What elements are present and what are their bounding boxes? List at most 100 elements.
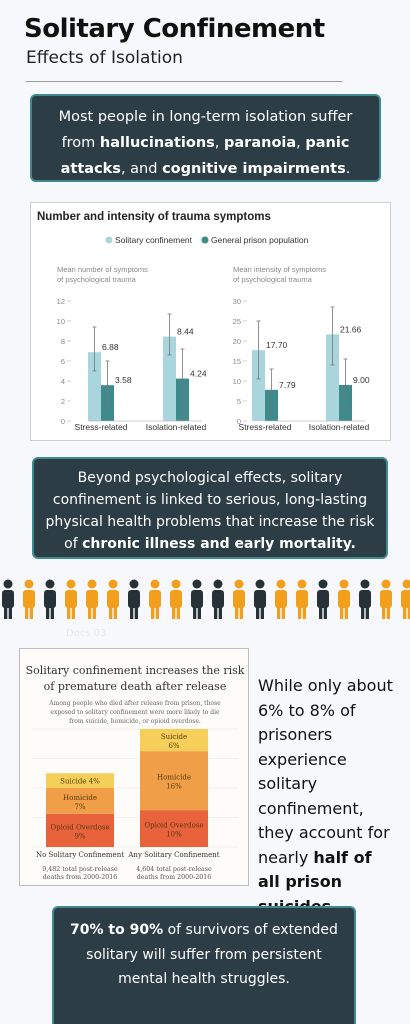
bar-solitary xyxy=(88,352,101,421)
y-tick-label: 15 xyxy=(233,357,241,366)
person-body xyxy=(128,590,140,608)
stack-segment-homicide xyxy=(140,751,208,811)
person-head xyxy=(213,579,223,589)
person-head xyxy=(129,579,139,589)
callout-bold-text: hallucinations xyxy=(99,135,215,151)
person-leg xyxy=(88,604,92,619)
person-leg xyxy=(298,604,302,619)
callout-bold-text: paranoia xyxy=(224,135,297,151)
callout-text: , xyxy=(296,135,306,151)
trauma-chart-svg: Number and intensity of trauma symptoms S… xyxy=(37,211,370,432)
person-leg xyxy=(302,604,306,619)
person-leg xyxy=(319,604,323,619)
person-leg xyxy=(260,604,264,619)
page-subtitle: Effects of Isolation xyxy=(26,48,183,68)
segment-label: Homicide xyxy=(63,794,97,802)
person-leg xyxy=(151,604,155,619)
person-leg xyxy=(214,604,218,619)
person-leg xyxy=(386,604,390,619)
person-body xyxy=(23,590,35,608)
person-head xyxy=(276,579,286,589)
category-note: deaths from 2000-2016 xyxy=(43,874,118,881)
person-body xyxy=(254,590,266,608)
category-label: Any Solitary Confinement xyxy=(127,851,219,859)
callout-text: Beyond psychological effects, solitary c… xyxy=(45,470,375,552)
person-body xyxy=(233,590,245,608)
category-note: deaths from 2000-2016 xyxy=(137,874,212,881)
person-head xyxy=(45,579,55,589)
stack-segment-opioid-overdose xyxy=(140,810,208,847)
person-leg xyxy=(344,604,348,619)
faint-watermark-label: Docs 03 xyxy=(66,628,107,639)
person-leg xyxy=(29,604,33,619)
person-head xyxy=(192,579,202,589)
y-tick-label: 4 xyxy=(61,377,65,386)
segment-label: Homicide xyxy=(157,774,191,782)
person-orange-icon xyxy=(107,579,119,619)
callout-text: . xyxy=(345,161,351,177)
person-leg xyxy=(407,604,410,619)
person-leg xyxy=(340,604,344,619)
category-label: Isolation-related xyxy=(146,422,207,432)
person-leg xyxy=(71,604,75,619)
panel-ylabel: Mean intensity of symptoms xyxy=(233,265,326,274)
person-leg xyxy=(365,604,369,619)
person-orange-icon xyxy=(23,579,35,619)
person-body xyxy=(170,590,182,608)
legend-swatch-solitary xyxy=(105,236,113,244)
person-leg xyxy=(382,604,386,619)
person-leg xyxy=(239,604,243,619)
segment-label: Opioid Overdose xyxy=(144,822,203,830)
person-leg xyxy=(109,604,113,619)
stack-segment-opioid-overdose xyxy=(46,813,114,847)
bar-solitary xyxy=(252,350,265,421)
bar-value-label: 7.79 xyxy=(279,380,296,390)
y-tick-label: 2 xyxy=(61,397,65,406)
panel-ylabel: Mean number of symptoms xyxy=(57,265,148,274)
person-orange-icon xyxy=(401,579,410,619)
chart-subtitle: Among people who died after release from… xyxy=(48,700,221,707)
people-figures-row xyxy=(2,579,410,619)
person-orange-icon xyxy=(86,579,98,619)
person-body xyxy=(2,590,14,608)
person-body xyxy=(107,590,119,608)
y-tick-label: 8 xyxy=(61,337,65,346)
person-head xyxy=(87,579,97,589)
person-dark-icon xyxy=(2,579,14,619)
y-tick-label: 20 xyxy=(233,337,241,346)
segment-value: 10% xyxy=(166,831,182,839)
chart-title: Solitary confinement increases the risk xyxy=(26,664,245,677)
person-leg xyxy=(25,604,29,619)
person-head xyxy=(171,579,181,589)
stack-segment-suicide xyxy=(46,773,114,788)
person-body xyxy=(359,590,371,608)
person-leg xyxy=(176,604,180,619)
person-leg xyxy=(4,604,8,619)
person-orange-icon xyxy=(275,579,287,619)
bar-value-label: 6.88 xyxy=(102,342,119,352)
person-body xyxy=(275,590,287,608)
person-dark-icon xyxy=(128,579,140,619)
suicide-statistic-text: While only about 6% to 8% of prisoners e… xyxy=(258,674,398,919)
person-body xyxy=(296,590,308,608)
person-head xyxy=(255,579,265,589)
category-label: Stress-related xyxy=(239,422,292,432)
callout-survivors: 70% to 90% of survivors of extended soli… xyxy=(52,906,356,1024)
person-head xyxy=(234,579,244,589)
y-tick-label: 12 xyxy=(57,297,65,306)
callout-physical-health: Beyond psychological effects, solitary c… xyxy=(32,457,388,559)
person-leg xyxy=(155,604,159,619)
category-label: Isolation-related xyxy=(309,422,370,432)
callout-hallucinations: Most people in long-term isolation suffe… xyxy=(30,94,381,182)
person-body xyxy=(317,590,329,608)
panel-ylabel: of psychological trauma xyxy=(57,275,137,284)
callout-bold-text: 70% to 90% xyxy=(70,922,164,938)
callout-bold-text: panic attacks xyxy=(60,135,350,177)
person-dark-icon xyxy=(212,579,224,619)
legend-label-solitary: Solitary confinement xyxy=(115,235,193,245)
legend-swatch-general xyxy=(201,236,209,244)
person-leg xyxy=(256,604,260,619)
person-body xyxy=(86,590,98,608)
y-tick-label: 30 xyxy=(233,297,241,306)
title-divider xyxy=(26,81,342,82)
